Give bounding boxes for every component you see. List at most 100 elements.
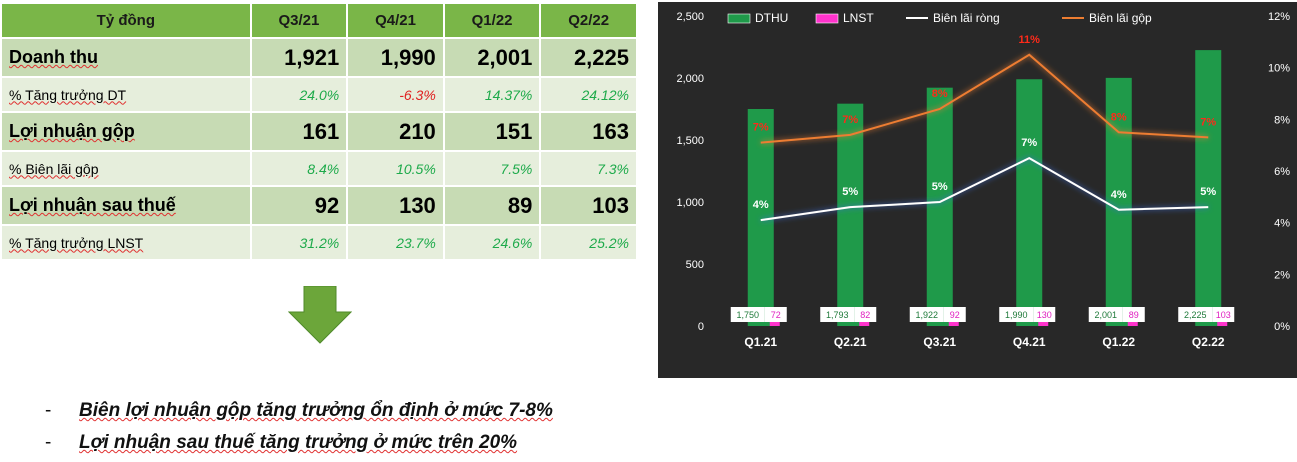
table-row: % Tăng trưởng LNST 31.2% 23.7% 24.6% 25.2% — [2, 226, 636, 259]
table-cell: 161 — [251, 113, 347, 150]
row-label: Doanh thu — [2, 39, 250, 76]
net-profit-label-box — [854, 307, 877, 322]
bullet-dash: - — [45, 400, 52, 421]
bullet-item-gross-margin: - Biên lợi nhuận gộp tăng trưởng ổn định … — [45, 400, 553, 422]
category-label: Q2.21 — [834, 335, 867, 349]
revenue-data-label: 1,750 — [736, 310, 759, 320]
y-right-tick-label: 0% — [1274, 321, 1290, 333]
net-profit-data-label: 92 — [950, 310, 960, 320]
net-margin-label: 5% — [842, 186, 858, 198]
table-cell: 24.12% — [541, 78, 636, 111]
table-cell: 2,225 — [541, 39, 636, 76]
table-cell: 24.6% — [444, 226, 540, 259]
table-header-row: Tỷ đồng Q3/21 Q4/21 Q1/22 Q2/22 — [2, 4, 636, 37]
revenue-label-box — [1178, 307, 1213, 322]
bullet-text: Biên lợi nhuận gộp tăng trưởng ổn định ở… — [79, 400, 553, 421]
revenue-label-box — [730, 307, 765, 322]
legend-label-gross-margin: Biên lãi gộp — [1089, 11, 1152, 25]
table-cell: 151 — [444, 113, 540, 150]
net-profit-data-label: 89 — [1129, 310, 1139, 320]
table-row: Lợi nhuận gộp 161 210 151 163 — [2, 113, 636, 150]
category-label: Q4.21 — [1013, 335, 1046, 349]
revenue-label-box — [909, 307, 944, 322]
revenue-bar — [1016, 79, 1043, 327]
row-label: % Tăng trưởng DT — [2, 78, 250, 111]
gross-margin-label: 11% — [1019, 34, 1041, 46]
table-cell: 89 — [444, 187, 540, 224]
table-row: % Tăng trưởng DT 24.0% -6.3% 14.37% 24.12% — [2, 78, 636, 111]
legend-swatch-revenue — [727, 13, 751, 24]
table-cell: 25.2% — [541, 226, 636, 259]
table-header-period: Q1/22 — [444, 4, 540, 37]
revenue-data-label: 2,225 — [1184, 310, 1207, 320]
net-profit-data-label: 72 — [771, 310, 781, 320]
y-right-tick-label: 10% — [1268, 63, 1290, 75]
revenue-bar — [1105, 77, 1132, 326]
revenue-margin-chart: 0 500 1,000 1,500 2,000 2,500 0% 2% 4% 6% 8% 10% 12%… — [658, 2, 1297, 378]
financial-summary-table: Tỷ đồng Q3/21 Q4/21 Q1/22 Q2/22 Doanh thu 1,92… — [0, 2, 638, 261]
row-label: % Tăng trưởng LNST — [2, 226, 250, 259]
table-cell: 1,990 — [348, 39, 443, 76]
table-header-period: Q2/22 — [541, 4, 636, 37]
gross-margin-label: 7% — [842, 114, 858, 126]
net-profit-label-box — [1033, 307, 1056, 322]
row-label: Lợi nhuận gộp — [2, 113, 250, 150]
table-cell: 130 — [348, 187, 443, 224]
table-cell: 7.5% — [444, 152, 540, 185]
row-label: Lợi nhuận sau thuế — [2, 187, 250, 224]
legend-swatch-net-profit — [815, 13, 839, 24]
net-margin-label: 5% — [1200, 186, 1216, 198]
category-label: Q1.21 — [744, 335, 777, 349]
category-label: Q1.22 — [1102, 335, 1135, 349]
net-margin-label: 4% — [1111, 189, 1127, 201]
table-header-unit: Tỷ đồng — [2, 4, 250, 37]
y-right-tick-label: 12% — [1268, 11, 1290, 23]
table-cell: 1,921 — [251, 39, 347, 76]
y-right-tick-label: 2% — [1274, 269, 1290, 281]
gross-margin-label: 8% — [1111, 111, 1127, 123]
revenue-label-box — [999, 307, 1034, 322]
table-header-period: Q3/21 — [251, 4, 347, 37]
table-cell: 24.0% — [251, 78, 347, 111]
revenue-label-box — [1088, 307, 1123, 322]
y-right-tick-label: 4% — [1274, 218, 1290, 230]
net-profit-data-label: 103 — [1216, 310, 1231, 320]
net-margin-label: 7% — [1021, 137, 1037, 149]
net-margin-label: 4% — [753, 199, 769, 211]
table-row: Doanh thu 1,921 1,990 2,001 2,225 — [2, 39, 636, 76]
y-left-tick-label: 1,500 — [676, 135, 704, 147]
y-right-tick-label: 8% — [1274, 114, 1290, 126]
net-profit-label-box — [764, 307, 787, 322]
net-profit-label-box — [943, 307, 966, 322]
bullet-item-net-profit: - Lợi nhuận sau thuế tăng trưởng ở mức tr… — [45, 432, 517, 454]
y-right-tick-label: 6% — [1274, 166, 1290, 178]
y-left-tick-label: 2,500 — [676, 11, 704, 23]
category-label: Q3.21 — [923, 335, 956, 349]
revenue-data-label: 1,793 — [826, 310, 849, 320]
net-profit-data-label: 82 — [860, 310, 870, 320]
revenue-data-label: 2,001 — [1094, 310, 1117, 320]
gross-margin-label: 7% — [753, 122, 769, 134]
net-profit-label-box — [1122, 307, 1145, 322]
revenue-bar — [926, 87, 953, 326]
y-left-tick-label: 0 — [698, 321, 704, 333]
bullet-text: Lợi nhuận sau thuế tăng trưởng ở mức trê… — [79, 432, 518, 453]
table-cell: 8.4% — [251, 152, 347, 185]
table-row: Lợi nhuận sau thuế 92 130 89 103 — [2, 187, 636, 224]
table-cell: 163 — [541, 113, 636, 150]
table-cell: 210 — [348, 113, 443, 150]
revenue-data-label: 1,990 — [1005, 310, 1028, 320]
net-margin-label: 5% — [932, 181, 948, 193]
revenue-bar — [837, 103, 864, 326]
table-cell: 7.3% — [541, 152, 636, 185]
row-label: % Biên lãi gộp — [2, 152, 250, 185]
table-cell: -6.3% — [348, 78, 443, 111]
y-left-tick-label: 1,000 — [676, 197, 704, 209]
table-row: % Biên lãi gộp 8.4% 10.5% 7.5% 7.3% — [2, 152, 636, 185]
table-cell: 92 — [251, 187, 347, 224]
chart-canvas: 0 500 1,000 1,500 2,000 2,500 0% 2% 4% 6% 8% 10% 12%… — [676, 11, 1290, 349]
legend-label-net-profit: LNST — [843, 11, 874, 25]
revenue-bar — [747, 109, 774, 326]
table-cell: 10.5% — [348, 152, 443, 185]
y-left-tick-label: 2,000 — [676, 73, 704, 85]
